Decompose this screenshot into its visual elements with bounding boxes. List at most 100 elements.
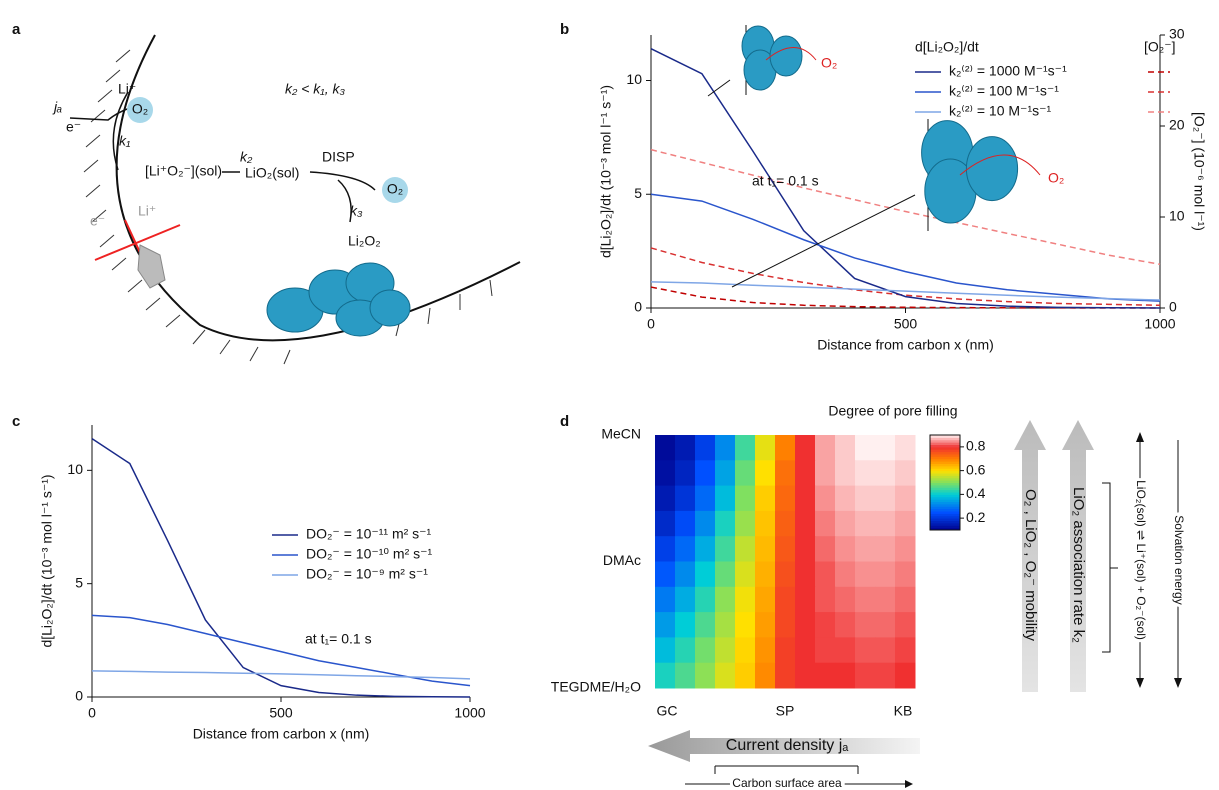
heatmap-cell — [775, 662, 796, 689]
heatmap-cell — [675, 510, 696, 537]
colorbar-step — [930, 496, 960, 500]
label: Li⁺ — [118, 81, 136, 97]
colorbar-step — [930, 525, 960, 529]
colorbar-step — [930, 458, 960, 462]
line — [91, 614, 471, 687]
heatmap-cell — [655, 586, 676, 613]
heatmap-cell — [775, 536, 796, 562]
arrow-label: Current density jₐ — [726, 737, 849, 754]
y-label: MeCN — [601, 426, 641, 442]
heatmap-cell — [715, 536, 736, 562]
heatmap-cell — [735, 561, 756, 588]
heatmap-cell — [695, 612, 716, 638]
heatmap-cell — [695, 637, 716, 664]
x-label: SP — [776, 703, 795, 719]
legend-label: DO₂⁻ = 10⁻¹¹ m² s⁻¹ — [306, 526, 432, 542]
heatmap-cell — [735, 485, 756, 512]
line — [650, 193, 1161, 302]
y-label: DMAc — [603, 552, 641, 568]
inset-label: O₂ — [1048, 170, 1064, 186]
y2-tick-label: 20 — [1169, 117, 1185, 133]
legend-title: [O₂⁻] — [1144, 39, 1176, 55]
colorbar-step — [930, 508, 960, 512]
heatmap-cell — [775, 561, 796, 588]
colorbar-step — [930, 501, 960, 505]
legend-title: d[Li₂O₂]/dt — [915, 39, 979, 55]
heatmap-cell — [835, 612, 856, 638]
colorbar-step — [930, 482, 960, 486]
heatmap-cell — [755, 536, 776, 562]
colorbar-step — [930, 456, 960, 460]
heatmap-cell — [875, 460, 896, 487]
heatmap-cell — [895, 662, 916, 689]
colorbar-step — [930, 511, 960, 514]
heatmap-cell — [675, 586, 696, 613]
heatmap-cell — [895, 561, 916, 588]
heatmap-cell — [775, 435, 796, 461]
heatmap-cell — [655, 536, 676, 562]
equilibrium-label: LiO₂(sol) ⇌ Li⁺(sol) + O₂⁻(sol) — [1134, 480, 1148, 640]
heatmap-cell — [735, 536, 756, 562]
heatmap-cell — [755, 586, 776, 613]
heatmap-cell — [675, 637, 696, 664]
colorbar-step — [930, 484, 960, 488]
heatmap-cell — [815, 561, 836, 588]
arrow-label: O₂ , LiO₂ , O₂⁻ mobility — [1022, 489, 1039, 642]
inset-label: O₂ — [821, 55, 837, 71]
y-axis-label: d[Li₂O₂]/dt (10⁻³ mol l⁻¹ s⁻¹) — [39, 474, 55, 647]
arrow-label: Carbon surface area — [732, 776, 842, 790]
heatmap-cell — [655, 435, 676, 461]
arrow — [1062, 420, 1094, 692]
x-tick-label: 1000 — [1144, 316, 1175, 332]
colorbar-step — [930, 475, 960, 479]
arrow — [1014, 420, 1046, 692]
heatmap-cell — [675, 662, 696, 689]
colorbar-step — [930, 492, 960, 495]
heatmap-cell — [895, 612, 916, 638]
heatmap-cell — [795, 460, 816, 487]
additive — [137, 244, 166, 289]
label: k₂ — [240, 149, 253, 165]
heatmap-cell — [735, 460, 756, 487]
y2-tick-label: 30 — [1169, 26, 1185, 42]
heatmap-cell — [735, 637, 756, 664]
colorbar-step — [930, 451, 960, 455]
heatmap-cell — [835, 637, 856, 664]
colorbar-step — [930, 477, 960, 481]
y2-tick-label: 10 — [1169, 208, 1185, 224]
colorbar-step — [930, 444, 960, 448]
x-label: KB — [894, 703, 913, 719]
pointer — [731, 194, 916, 288]
arrow — [648, 730, 920, 762]
heatmap-cell — [815, 510, 836, 537]
heatmap-cell — [675, 435, 696, 461]
label: k₃ — [350, 203, 363, 219]
heatmap-cell — [815, 435, 836, 461]
legend-label: k₂⁽²⁾ = 1000 M⁻¹s⁻¹ — [949, 63, 1067, 79]
heatmap-cell — [795, 637, 816, 664]
label: LiO₂(sol) — [245, 165, 299, 181]
heatmap-cell — [895, 435, 916, 461]
heatmap-cell — [675, 561, 696, 588]
panel-label: a — [12, 21, 21, 38]
label: O₂ — [387, 181, 403, 197]
heatmap-cell — [855, 460, 876, 487]
heatmap-cell — [775, 485, 796, 512]
heatmap-cell — [835, 536, 856, 562]
bracket — [1102, 482, 1118, 653]
heatmap-cell — [755, 561, 776, 588]
legend-label: k₂⁽²⁾ = 100 M⁻¹s⁻¹ — [949, 83, 1059, 99]
line — [650, 47, 1161, 309]
panel-a: a jₐ e⁻ Li⁺ O₂ k₁ [Li⁺O₂⁻](sol) k₂ — [12, 21, 521, 365]
arrowhead — [905, 780, 913, 788]
arrowhead — [1174, 678, 1182, 688]
colorbar-tick-label: 0.2 — [966, 509, 986, 525]
heatmap-cell — [835, 460, 856, 487]
x-tick-label: 1000 — [454, 705, 485, 721]
annotation: at t₁= 0.1 s — [752, 173, 819, 189]
heatmap-cell — [795, 485, 816, 512]
particle — [965, 136, 1019, 202]
legend-label: DO₂⁻ = 10⁻¹⁰ m² s⁻¹ — [306, 546, 433, 562]
heatmap-cell — [675, 485, 696, 512]
